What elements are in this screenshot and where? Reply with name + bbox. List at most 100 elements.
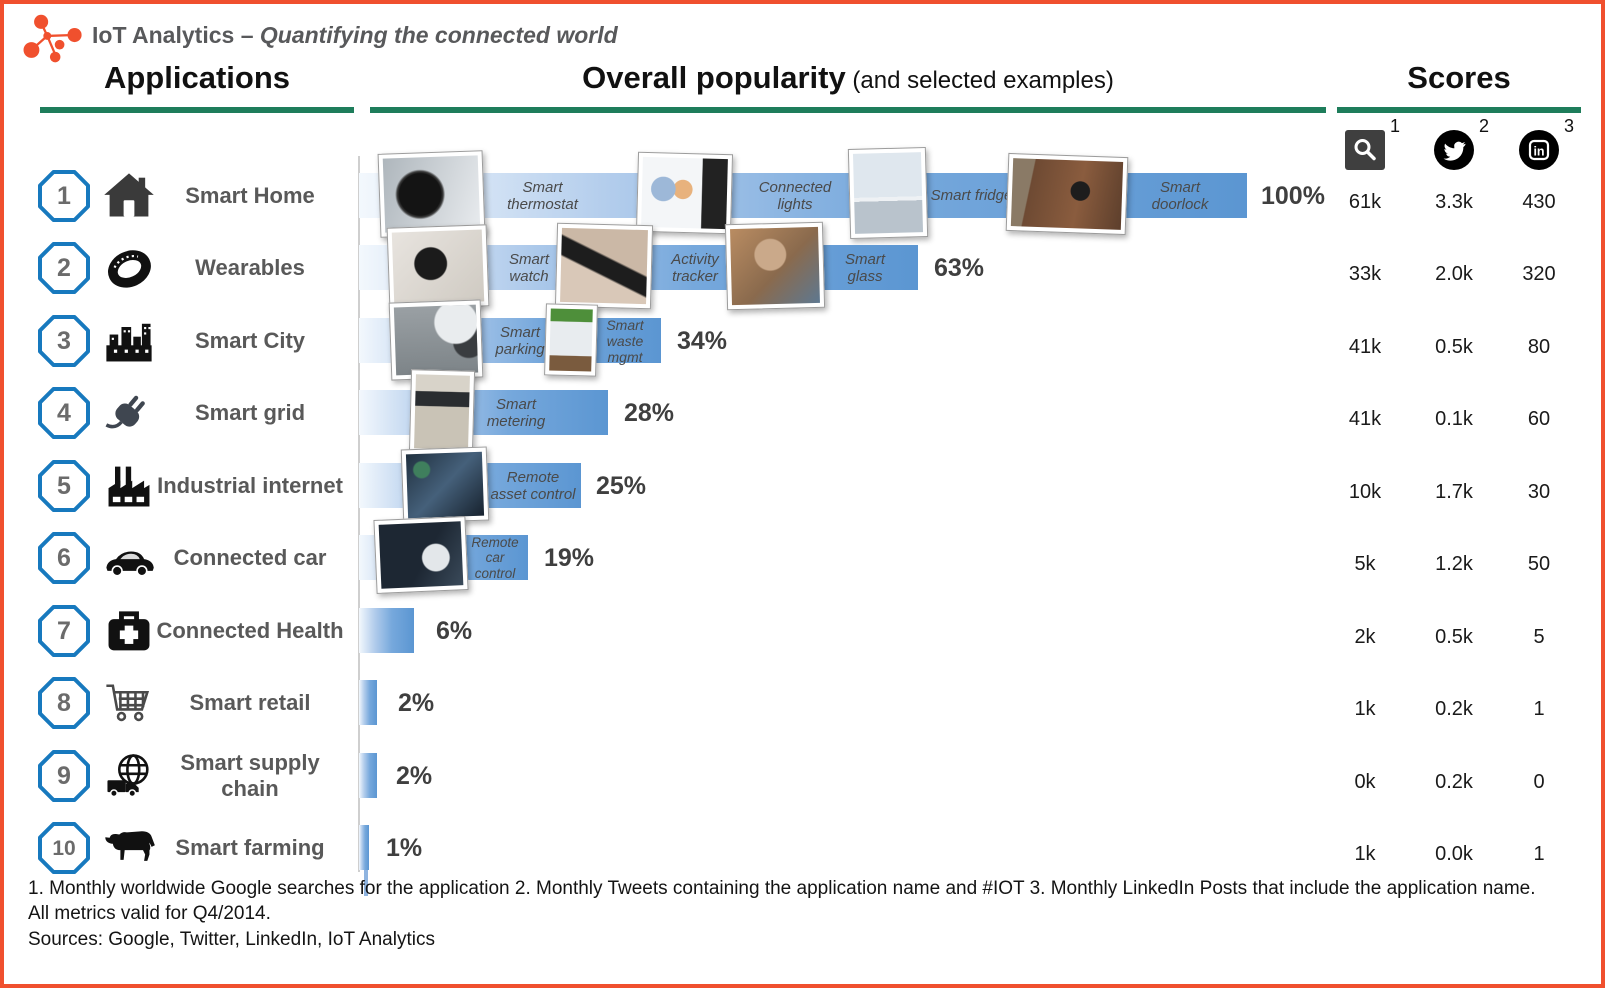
cow-icon [105, 831, 155, 861]
smart-watch-photo [386, 224, 490, 310]
rank-badge: 8 [38, 677, 90, 729]
example-label: Smart fridge [930, 187, 1013, 205]
factory-icon [108, 466, 150, 507]
example-label: Activity tracker [671, 250, 719, 285]
application-label: Wearables [195, 254, 305, 280]
svg-text:5: 5 [57, 472, 71, 500]
application-label: Smart farming [175, 834, 325, 860]
smart-waste-photo [544, 303, 598, 377]
linkedin-score: 0 [1533, 770, 1545, 793]
activity-tracker-photo [554, 222, 654, 310]
example-label: Smart metering [486, 395, 546, 430]
example-label: Smart parking [495, 323, 545, 358]
linkedin-score: 1 [1533, 697, 1545, 720]
linkedin-score: 1 [1533, 842, 1545, 865]
row-wearables: 2 Wearables Smart watch Activity tracker… [4, 221, 1601, 311]
chart-axis-tick [364, 870, 368, 896]
wearable-icon [108, 250, 151, 288]
google-score: 1k [1354, 842, 1376, 865]
iot-analytics-logo [23, 14, 82, 63]
rank-badge: 4 [38, 387, 90, 439]
rank-badge: 3 [38, 315, 90, 367]
twitter-score: 1.2k [1435, 552, 1473, 575]
rank-badge: 9 [38, 750, 90, 802]
application-label: Connected car [173, 544, 327, 570]
popularity-value: 100% [1261, 181, 1325, 210]
home-icon [104, 173, 154, 217]
linkedin-score: 50 [1527, 552, 1551, 575]
twitter-score: 0.2k [1435, 697, 1473, 720]
brand-tagline: Quantifying the connected world [259, 22, 618, 48]
applications-underline [40, 107, 354, 113]
twitter-score: 0.5k [1435, 335, 1473, 358]
medical-bag-icon [108, 611, 150, 651]
footnotes: 1. Monthly worldwide Google searches for… [28, 876, 1548, 952]
rank-badge: 2 [38, 242, 90, 294]
row-smart-city: 3 Smart City Smart parking Smart waste m… [4, 299, 1601, 381]
example-label: Remote asset control [490, 468, 576, 503]
popularity-header: Overall popularity (and selected example… [370, 60, 1326, 96]
popularity-value: 1% [386, 833, 423, 862]
footnote-definitions: 1. Monthly worldwide Google searches for… [28, 878, 1536, 925]
example-label: Smart watch [508, 250, 549, 285]
scores-underline [1337, 107, 1581, 113]
smart-parking-photo [388, 299, 484, 381]
popularity-header-main: Overall popularity [582, 60, 846, 95]
car-icon [106, 551, 154, 577]
example-label: Smart glass [844, 250, 885, 285]
linkedin-score: 430 [1522, 190, 1556, 213]
popularity-value: 2% [396, 761, 433, 790]
linkedin-score: 80 [1527, 335, 1551, 358]
remote-asset-control-photo [400, 446, 490, 524]
linkedin-score: 60 [1527, 407, 1551, 430]
popularity-bar [359, 608, 414, 653]
shopping-cart-icon [106, 684, 150, 722]
google-score: 2k [1354, 625, 1376, 648]
rank-badge: 7 [38, 605, 90, 657]
twitter-score: 0.1k [1435, 407, 1473, 430]
linkedin-score: 30 [1527, 480, 1551, 503]
popularity-bar [359, 825, 369, 870]
row-connected-car: 6 Connected car Remote car control 19% 5… [4, 516, 1601, 594]
rank-badge: 10 [38, 822, 90, 874]
rank-badge: 5 [38, 460, 90, 512]
popularity-value: 28% [624, 398, 675, 427]
popularity-value: 19% [544, 543, 595, 572]
popularity-value: 34% [677, 326, 728, 355]
popularity-value: 2% [398, 688, 435, 717]
example-label: Remote car control [471, 534, 519, 581]
twitter-icon [1434, 130, 1474, 170]
scores-header: Scores [1407, 60, 1511, 95]
smart-doorlock-photo [1005, 152, 1129, 236]
svg-text:2: 2 [57, 254, 71, 282]
google-score: 10k [1348, 480, 1382, 503]
google-score: 33k [1348, 262, 1382, 285]
svg-text:3: 3 [57, 327, 71, 355]
twitter-score: 3.3k [1435, 190, 1473, 213]
popularity-header-sub: (and selected examples) [845, 67, 1114, 94]
popularity-value: 6% [436, 616, 473, 645]
row-smart-retail: 8 Smart retail 2% 1k 0.2k 1 [4, 667, 1601, 739]
twitter-score: 0.0k [1435, 842, 1473, 865]
google-score: 1k [1354, 697, 1376, 720]
google-superscript: 1 [1390, 116, 1401, 136]
google-score: 41k [1348, 407, 1382, 430]
svg-text:10: 10 [52, 837, 75, 860]
google-score: 61k [1348, 190, 1382, 213]
example-label: Connected lights [758, 178, 832, 213]
google-score: 0k [1354, 770, 1376, 793]
example-label: Smart waste mgmt [606, 316, 644, 366]
row-connected-health: 7 Connected Health 6% 2k 0.5k 5 [4, 595, 1601, 667]
linkedin-score: 5 [1533, 625, 1545, 648]
application-label: Industrial internet [157, 472, 343, 498]
application-label: Smart City [194, 327, 306, 353]
application-label: Smart supply chain [180, 749, 320, 801]
svg-text:9: 9 [57, 762, 71, 790]
twitter-superscript: 2 [1479, 116, 1490, 136]
application-label: Smart grid [194, 399, 306, 425]
popularity-bar [359, 753, 377, 798]
row-smart-farming: 10 Smart farming 1% 1k 0.0k 1 [4, 812, 1601, 884]
example-label: Smart doorlock [1151, 178, 1209, 213]
row-smart-home: 1 Smart Home Smart thermostat Connected … [4, 146, 1601, 240]
popularity-value: 25% [596, 471, 647, 500]
